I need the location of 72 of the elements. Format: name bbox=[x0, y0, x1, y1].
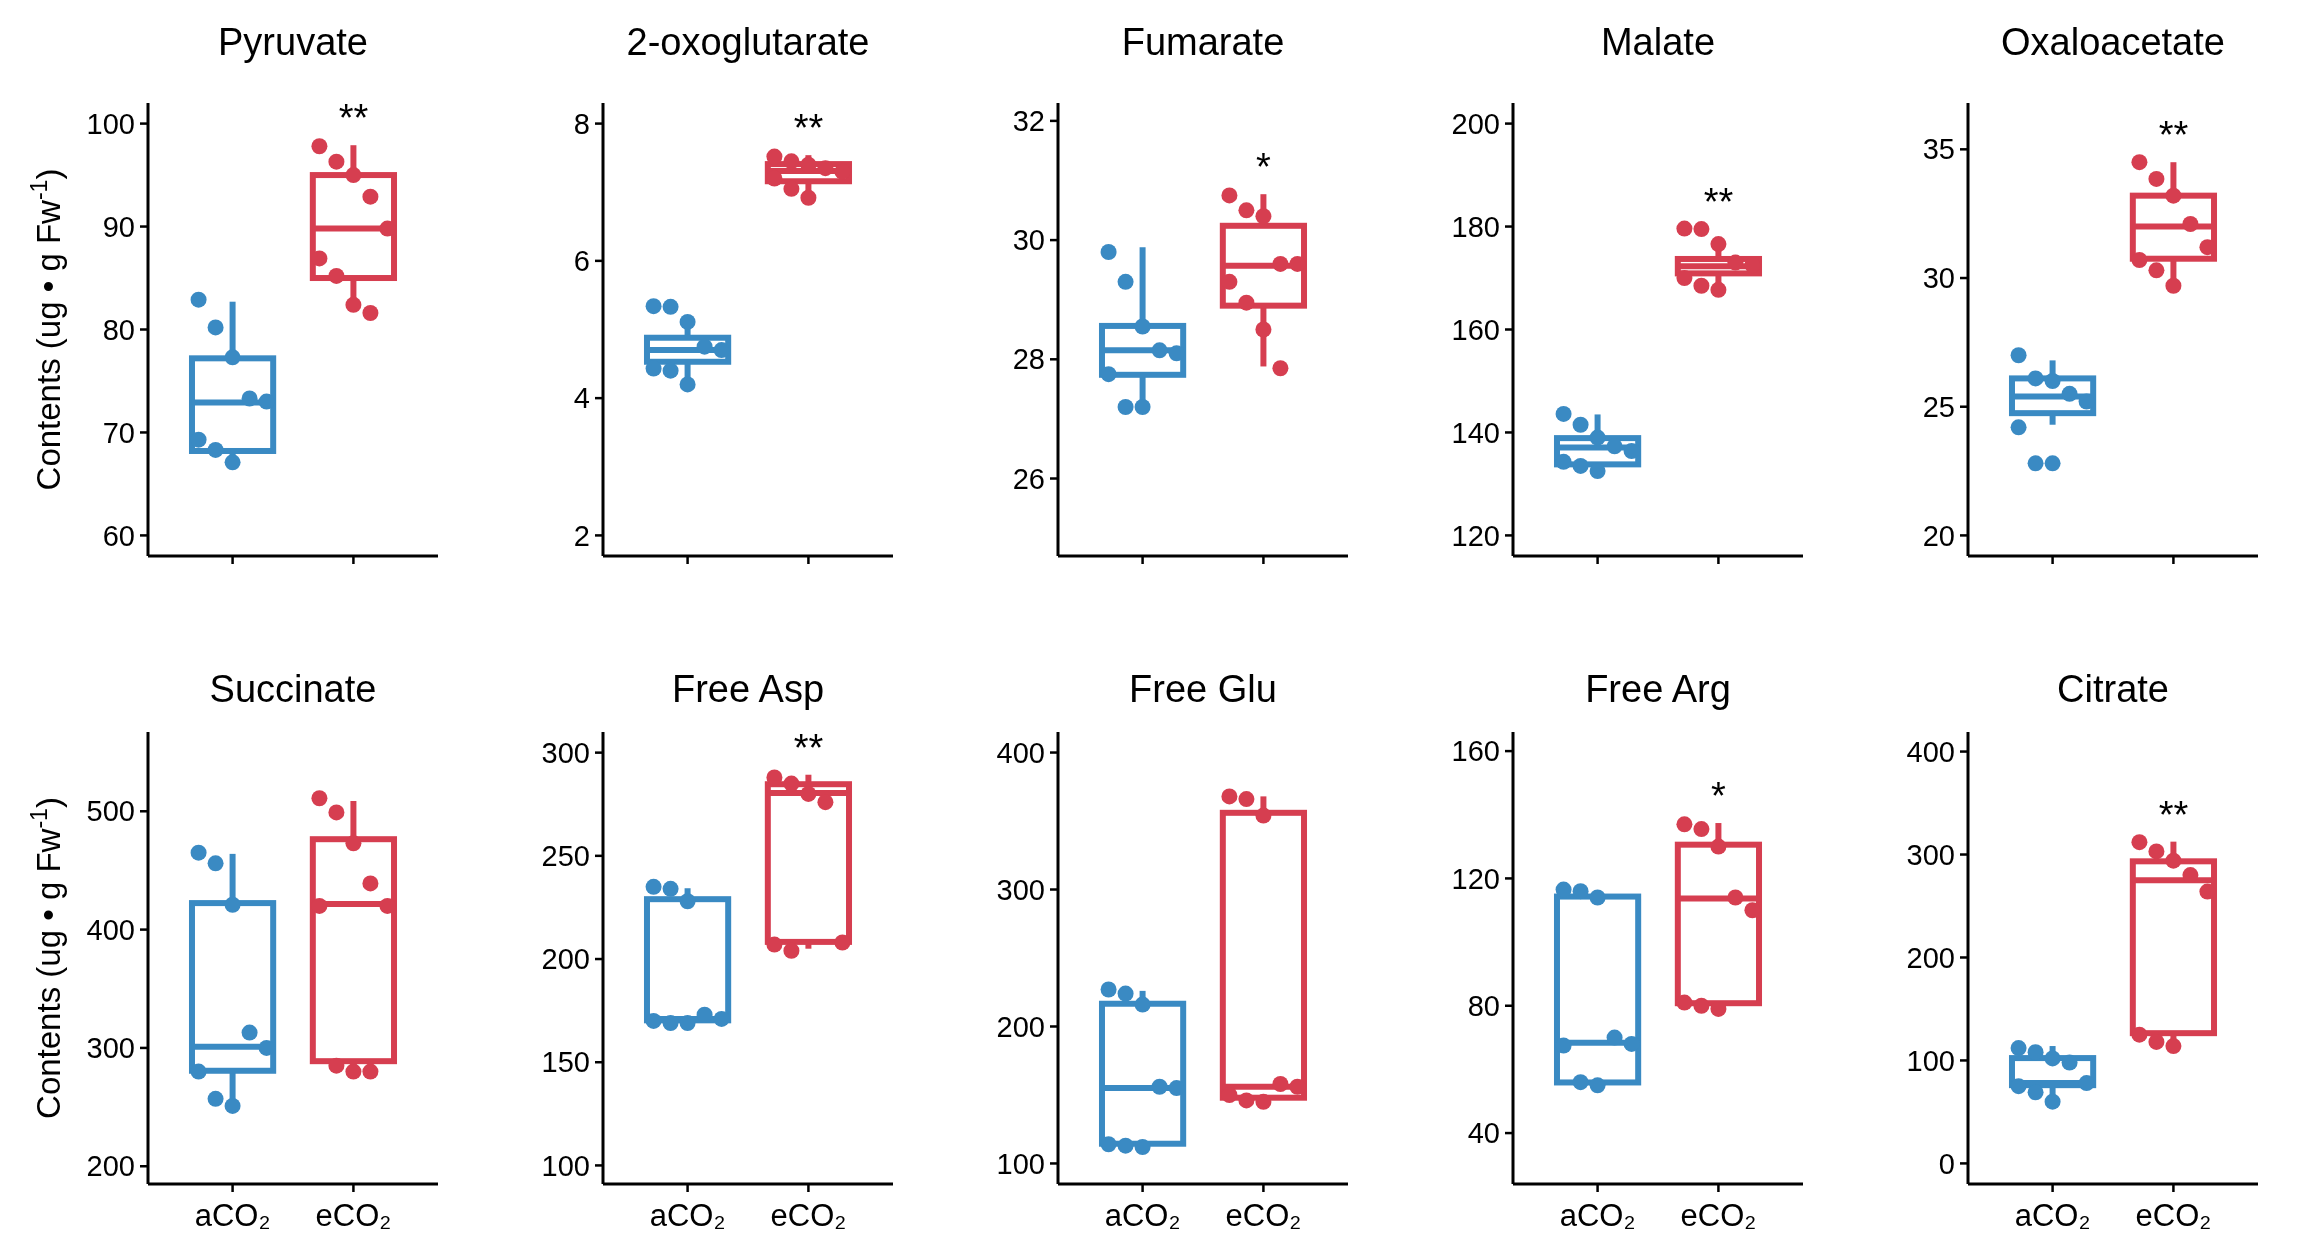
y-tick-label: 160 bbox=[1451, 313, 1500, 346]
y-tick-label: 4 bbox=[573, 382, 590, 415]
annotation: ** bbox=[793, 107, 824, 150]
y-tick-label: 100 bbox=[996, 1147, 1045, 1180]
x-tick-label: eCO₂ bbox=[1225, 1198, 1302, 1233]
chart-title: Succinate bbox=[209, 668, 377, 710]
y-tick-label: 400 bbox=[86, 913, 135, 946]
y-tick-label: 28 bbox=[1012, 343, 1045, 376]
y-tick-label: 90 bbox=[102, 210, 135, 243]
y-tick-label: 120 bbox=[1451, 519, 1500, 552]
x-tick-label: aCO₂ bbox=[1104, 1198, 1181, 1233]
y-tick-label: 140 bbox=[1451, 416, 1500, 449]
y-tick-label: 200 bbox=[996, 1010, 1045, 1043]
y-tick-label: 300 bbox=[86, 1032, 135, 1065]
annotation: * bbox=[1711, 775, 1727, 818]
y-tick-label: 32 bbox=[1012, 105, 1045, 138]
x-tick-label: aCO₂ bbox=[2014, 1198, 2091, 1233]
y-tick-label: 200 bbox=[1451, 107, 1500, 140]
chart-title: 2-oxoglutarate bbox=[626, 21, 870, 63]
y-tick-label: 200 bbox=[1906, 941, 1955, 974]
y-tick-label: 80 bbox=[102, 313, 135, 346]
annotation: ** bbox=[1703, 180, 1734, 223]
chart-title: Citrate bbox=[2057, 668, 2169, 710]
y-tick-label: 80 bbox=[1467, 989, 1500, 1022]
x-tick-label: aCO₂ bbox=[649, 1198, 726, 1233]
x-tick-label: aCO₂ bbox=[1559, 1198, 1636, 1233]
x-tick-label: eCO₂ bbox=[315, 1198, 392, 1233]
annotation: * bbox=[1256, 146, 1272, 189]
chart-title: Free Glu bbox=[1129, 668, 1277, 710]
y-tick-label: 100 bbox=[1906, 1044, 1955, 1077]
x-tick-label: aCO₂ bbox=[194, 1198, 271, 1233]
chart-title: Pyruvate bbox=[218, 21, 368, 63]
y-tick-label: 8 bbox=[573, 107, 590, 140]
y-tick-label: 400 bbox=[996, 736, 1045, 769]
annotation: ** bbox=[793, 726, 824, 769]
y-tick-label: 6 bbox=[573, 245, 590, 278]
x-tick-label: eCO₂ bbox=[1680, 1198, 1757, 1233]
y-tick-label: 0 bbox=[1938, 1147, 1955, 1180]
chart-title: Fumarate bbox=[1121, 21, 1285, 63]
y-tick-label: 300 bbox=[1906, 838, 1955, 871]
annotation: ** bbox=[2158, 793, 2189, 836]
annotation: ** bbox=[2158, 114, 2189, 157]
y-tick-label: 26 bbox=[1012, 462, 1045, 495]
y-tick-label: 100 bbox=[86, 107, 135, 140]
chart-title: Malate bbox=[1600, 21, 1716, 63]
y-tick-label: 20 bbox=[1922, 519, 1955, 552]
y-tick-label: 70 bbox=[102, 416, 135, 449]
y-tick-label: 120 bbox=[1451, 862, 1500, 895]
chart-title: Free Arg bbox=[1585, 668, 1731, 710]
y-tick-label: 500 bbox=[86, 795, 135, 828]
y-tick-label: 30 bbox=[1922, 262, 1955, 295]
y-tick-label: 25 bbox=[1922, 390, 1955, 423]
y-tick-label: 30 bbox=[1012, 224, 1045, 257]
x-tick-label: eCO₂ bbox=[2135, 1198, 2212, 1233]
y-tick-label: 35 bbox=[1922, 133, 1955, 166]
y-tick-label: 300 bbox=[996, 873, 1045, 906]
x-tick-label: eCO₂ bbox=[770, 1198, 847, 1233]
y-tick-label: 250 bbox=[541, 839, 590, 872]
y-tick-label: 200 bbox=[541, 943, 590, 976]
chart-title: Free Asp bbox=[671, 668, 825, 710]
y-tick-label: 60 bbox=[102, 519, 135, 552]
y-tick-label: 2 bbox=[573, 519, 590, 552]
chart-title: Oxaloacetate bbox=[2001, 21, 2225, 63]
y-tick-label: 40 bbox=[1467, 1117, 1500, 1150]
annotation: ** bbox=[338, 97, 369, 140]
y-tick-label: 180 bbox=[1451, 210, 1500, 243]
y-tick-label: 160 bbox=[1451, 735, 1500, 768]
y-tick-label: 400 bbox=[1906, 735, 1955, 768]
y-tick-label: 100 bbox=[541, 1149, 590, 1182]
y-tick-label: 200 bbox=[86, 1150, 135, 1183]
y-tick-label: 150 bbox=[541, 1046, 590, 1079]
y-tick-label: 300 bbox=[541, 736, 590, 769]
